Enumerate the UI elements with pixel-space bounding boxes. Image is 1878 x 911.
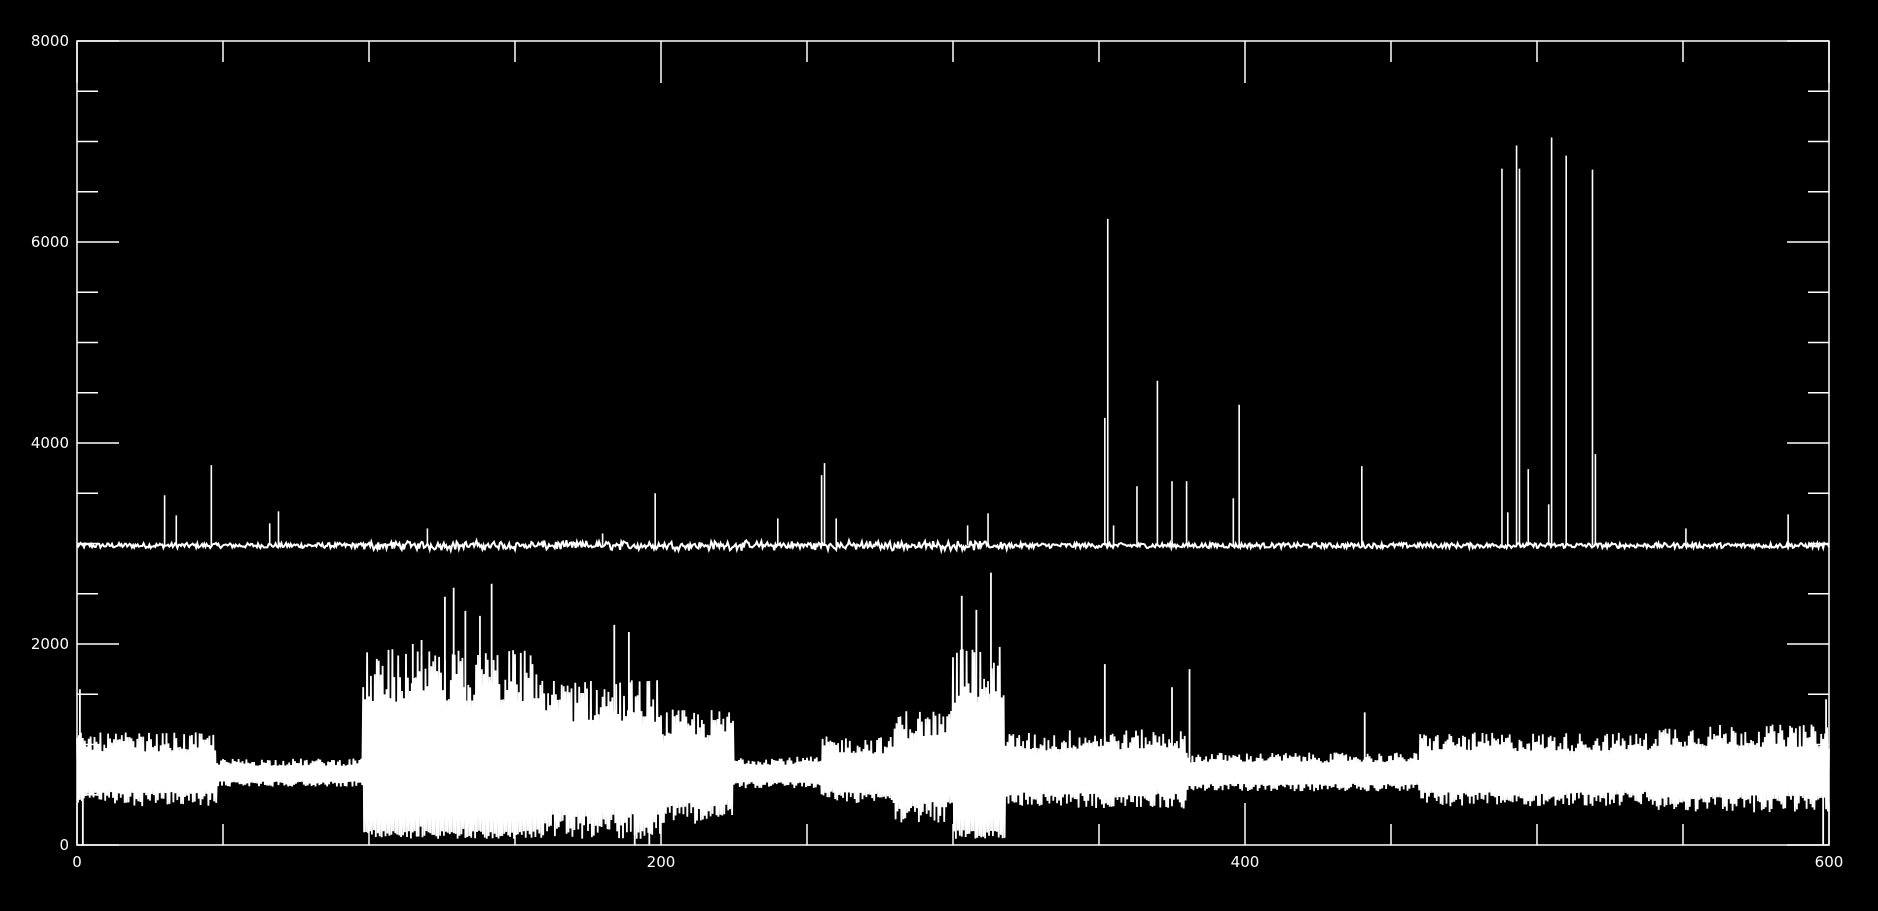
y-tick-label: 4000	[31, 434, 69, 452]
y-tick-label: 6000	[31, 233, 69, 251]
y-tick-label: 8000	[31, 32, 69, 50]
y-tick-label: 0	[59, 836, 69, 854]
x-tick-label: 200	[647, 853, 676, 871]
series-upper-line	[76, 537, 1830, 555]
plot-frame	[76, 40, 1830, 846]
series-lower-line	[76, 646, 1830, 839]
x-tick-label: 400	[1231, 853, 1260, 871]
y-tick-label: 2000	[31, 635, 69, 653]
series-layer	[76, 137, 1830, 845]
x-tick-label: 0	[72, 853, 82, 871]
x-tick-label: 600	[1815, 853, 1844, 871]
frame-layer	[76, 40, 1830, 846]
